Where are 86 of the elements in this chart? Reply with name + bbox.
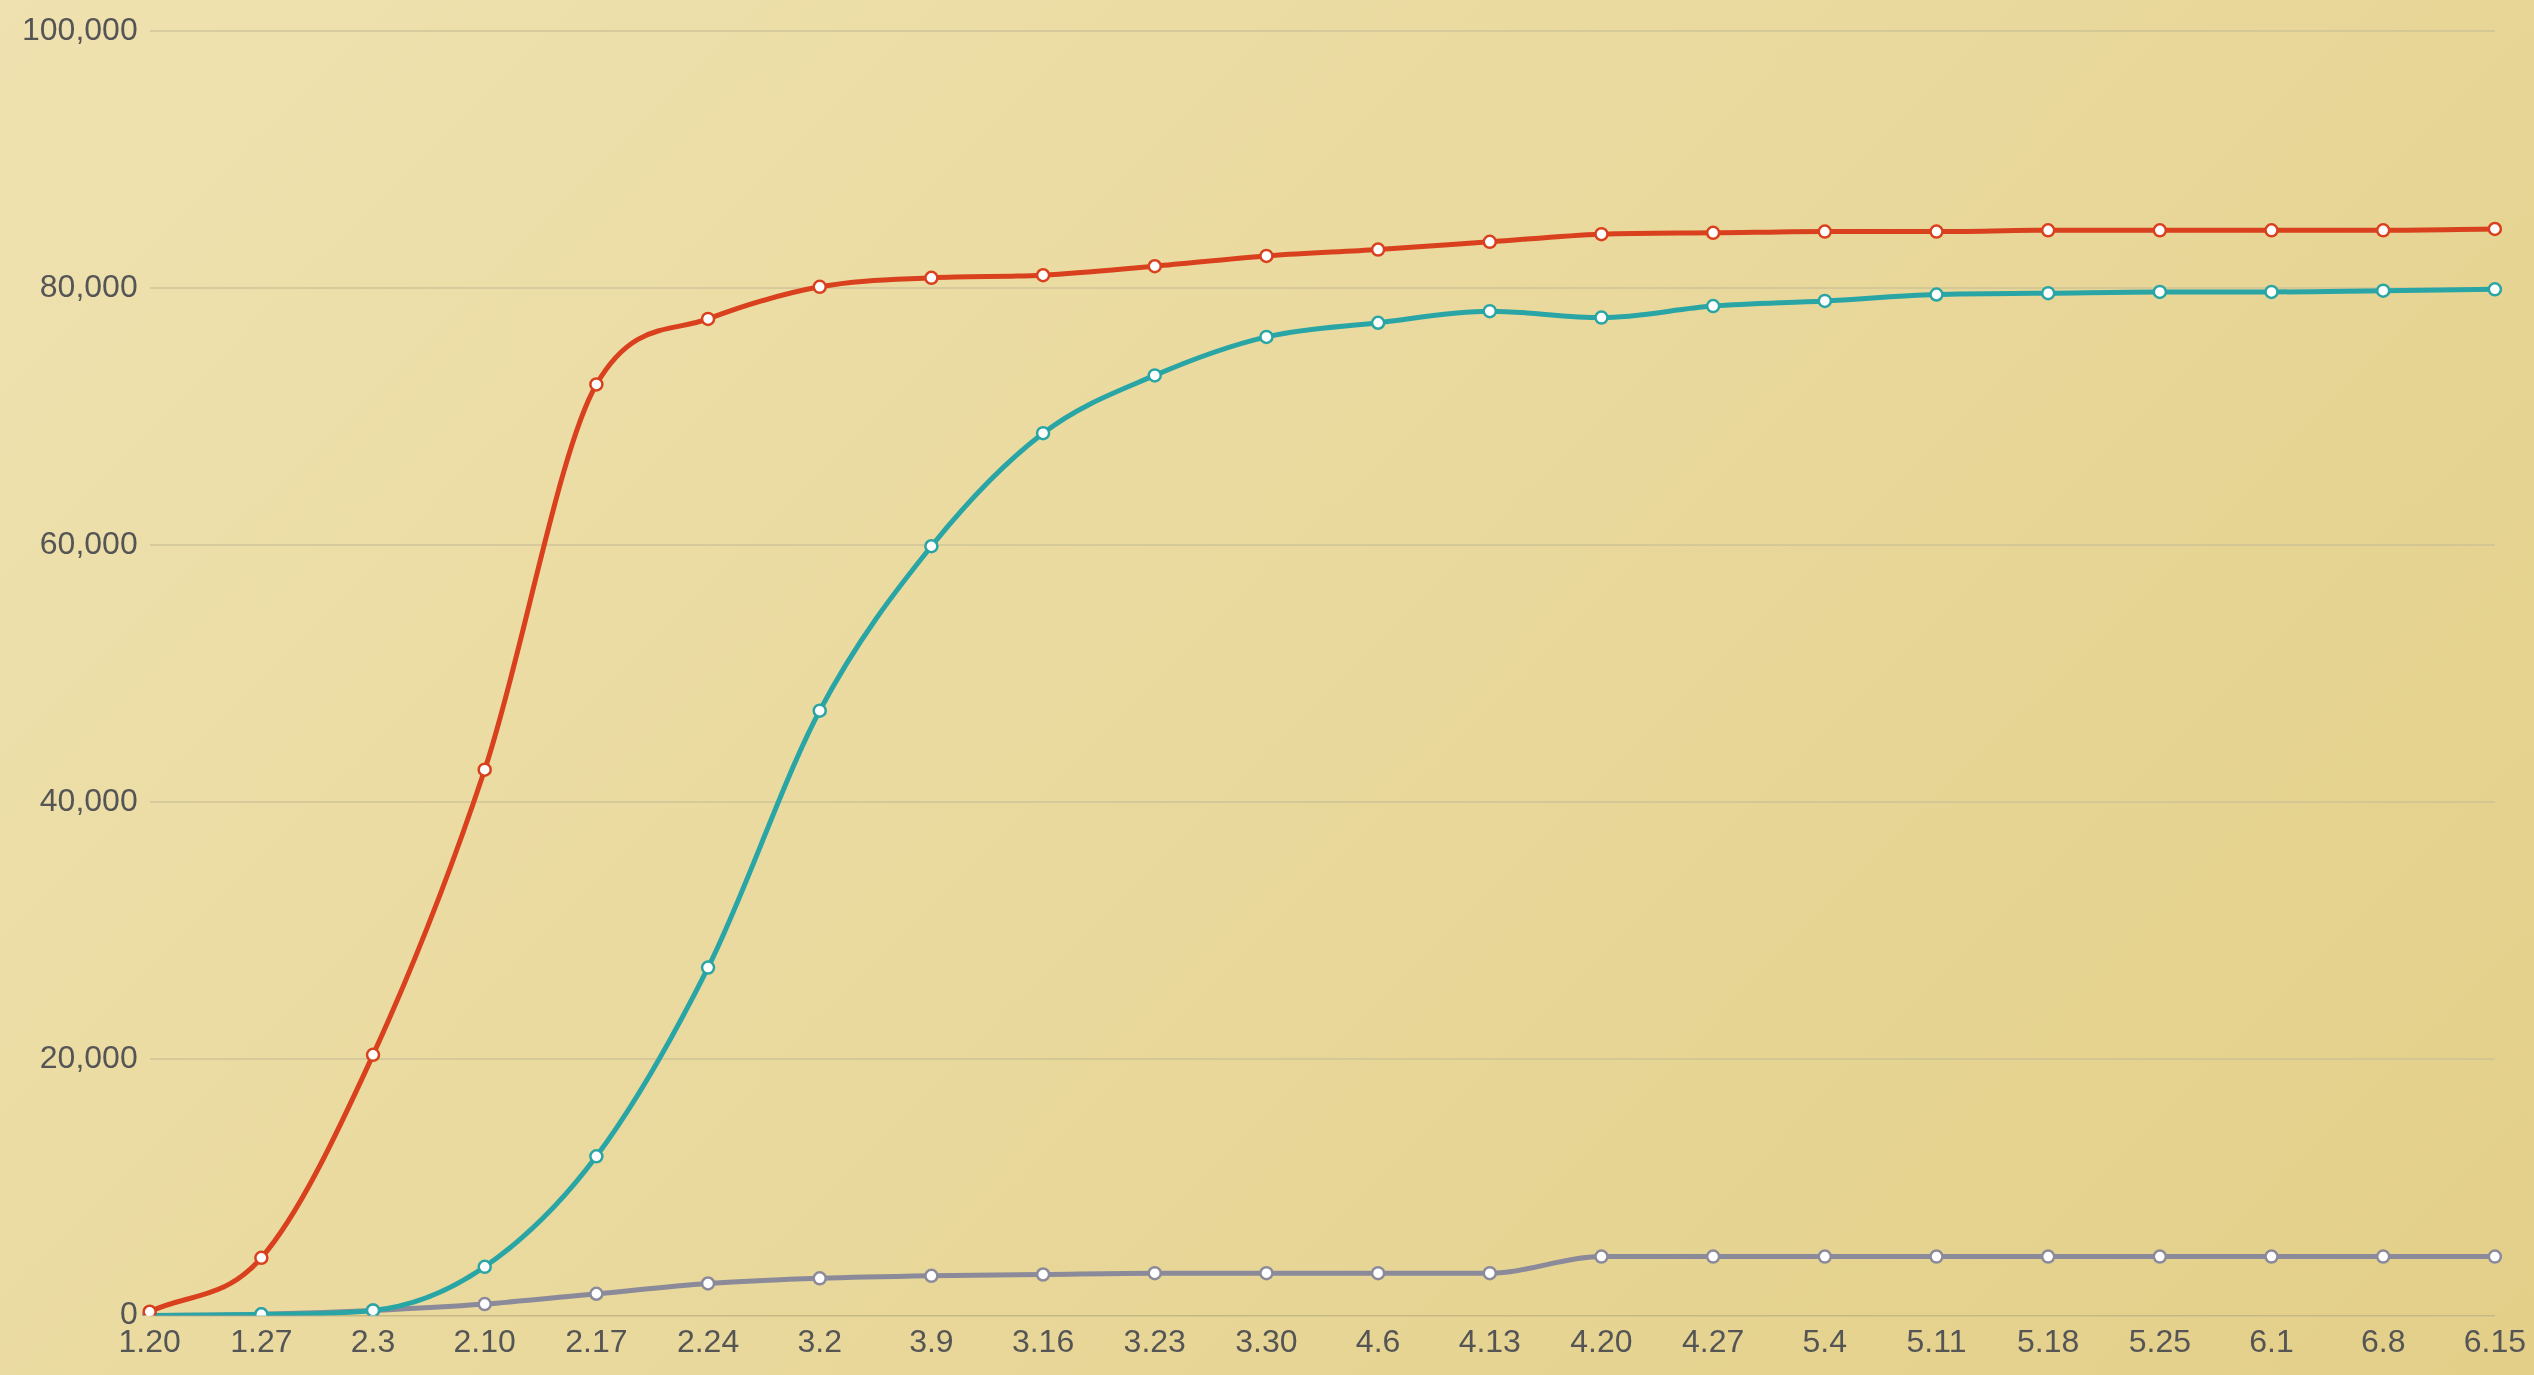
x-tick-label: 5.25: [2128, 1322, 2191, 1359]
x-tick-label: 6.1: [2249, 1322, 2294, 1359]
point: [477, 1296, 492, 1312]
y-tick-label: 20,000: [39, 1038, 138, 1075]
x-tick-label: 3.16: [1011, 1322, 1075, 1359]
point: [589, 1149, 604, 1164]
point: [924, 1268, 939, 1284]
point: [1035, 425, 1051, 441]
x-tick-label: 1.27: [230, 1322, 293, 1359]
point: [365, 1047, 381, 1063]
point: [1482, 1265, 1498, 1281]
y-tick-label: 100,000: [22, 11, 138, 48]
point: [1594, 1249, 1609, 1264]
y-tick-label: 80,000: [39, 267, 138, 304]
point: [2487, 1249, 2503, 1264]
x-tick-label: 3.23: [1123, 1322, 1186, 1359]
point: [254, 1250, 269, 1266]
x-tick-label: 3.30: [1235, 1322, 1298, 1359]
point: [1929, 224, 1944, 239]
point: [812, 703, 827, 718]
point: [1482, 234, 1498, 250]
x-tick-label: 4.20: [1570, 1322, 1633, 1359]
point: [1482, 303, 1498, 319]
point: [1594, 310, 1609, 325]
point: [1705, 1249, 1721, 1264]
point: [589, 1286, 604, 1302]
point: [142, 1304, 157, 1316]
point: [2040, 1249, 2056, 1264]
x-tick-label: 2.24: [676, 1322, 740, 1359]
x-tick-label: 2.17: [565, 1322, 628, 1359]
x-tick-label: 6.8: [2360, 1322, 2406, 1359]
point: [812, 279, 827, 295]
point: [1370, 1265, 1386, 1281]
point: [1259, 248, 1274, 264]
x-tick-label: 5.11: [1906, 1322, 1967, 1359]
point: [589, 377, 604, 392]
point: [1259, 1265, 1274, 1281]
point: [812, 1271, 827, 1286]
point: [1929, 287, 1944, 302]
point: [477, 1259, 492, 1275]
x-tick-label: 4.27: [1681, 1322, 1745, 1359]
point: [2264, 1249, 2279, 1264]
x-tick-label: 5.18: [2017, 1322, 2080, 1359]
point: [2487, 282, 2503, 297]
point: [2264, 223, 2279, 238]
point: [477, 762, 492, 777]
x-tick-label: 4.6: [1355, 1322, 1401, 1359]
point: [1817, 1249, 1833, 1264]
point: [2040, 223, 2056, 238]
point: [1370, 315, 1386, 331]
x-tick-label: 4.13: [1458, 1322, 1521, 1359]
point: [700, 960, 716, 975]
point: [1147, 259, 1162, 274]
point: [2040, 285, 2056, 301]
point: [1035, 267, 1051, 283]
point: [2152, 223, 2168, 238]
point: [700, 311, 716, 327]
point: [700, 1276, 716, 1291]
point: [1705, 225, 1721, 241]
point: [2375, 1249, 2391, 1264]
point: [1594, 226, 1609, 242]
x-tick-label: 5.4: [1802, 1322, 1848, 1359]
y-tick-label: 60,000: [39, 524, 138, 561]
x-tick-label: 2.10: [453, 1322, 516, 1359]
x-tick-label: 2.3: [350, 1322, 396, 1359]
point: [2264, 284, 2279, 300]
point: [2375, 223, 2391, 238]
point: [1929, 1249, 1944, 1264]
point: [2152, 284, 2168, 300]
x-tick-label: 6.15: [2463, 1322, 2526, 1359]
x-tick-label: 3.9: [909, 1322, 954, 1359]
point: [1817, 293, 1833, 309]
point: [2487, 221, 2503, 237]
point: [1147, 1265, 1162, 1281]
point: [1817, 224, 1833, 239]
x-tick-label: 3.2: [797, 1322, 842, 1359]
y-tick-label: 40,000: [39, 781, 138, 818]
point: [2375, 283, 2391, 298]
point: [1259, 329, 1274, 345]
point: [1035, 1267, 1051, 1282]
point: [1147, 368, 1162, 383]
point: [1705, 298, 1721, 314]
point: [924, 270, 939, 286]
point: [2152, 1249, 2168, 1264]
point: [1370, 242, 1386, 257]
point: [924, 538, 939, 554]
